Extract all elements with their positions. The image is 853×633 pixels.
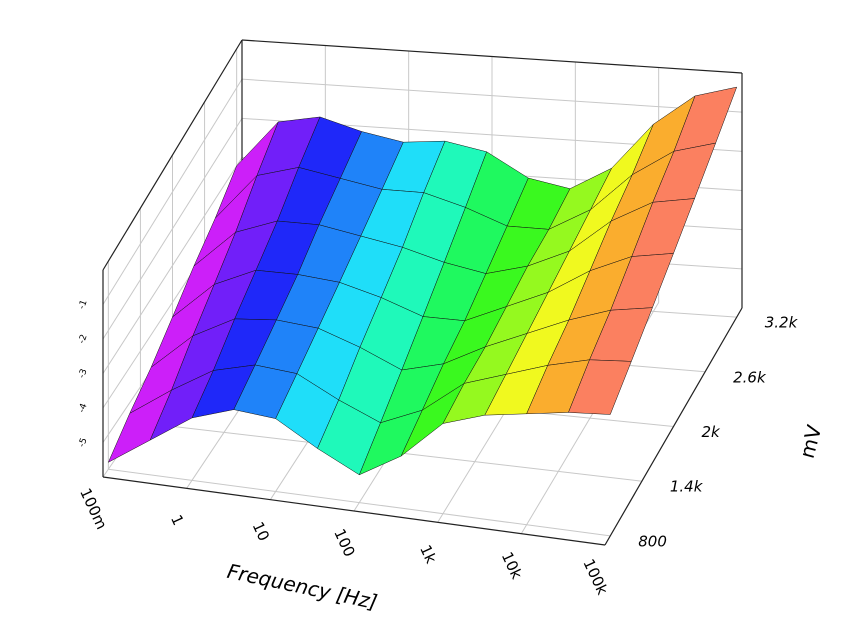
grid-line (108, 468, 611, 537)
x-tick-label: 1 (167, 512, 187, 528)
y-tick-label: 1.4k (670, 478, 704, 496)
axis-edge (604, 307, 743, 546)
grid-line (102, 78, 243, 305)
y-tick-label: 2.6k (733, 368, 767, 386)
grid-line (102, 157, 243, 374)
z-tick-label: -5 (77, 437, 89, 449)
z-tick-label: -2 (77, 333, 89, 345)
y-axis-label: mV (795, 422, 827, 461)
y-tick-label: 3.2k (765, 314, 799, 332)
x-tick-label: 10 (249, 519, 273, 544)
grid-line (241, 78, 743, 113)
z-tick-label: -4 (77, 402, 90, 414)
z-tick-label: -3 (77, 368, 89, 380)
y-tick-label: 2k (702, 423, 722, 441)
grid-line (102, 118, 243, 340)
y-tick-label: 800 (638, 532, 667, 550)
z-tick-label: -1 (77, 299, 89, 311)
axis-edge (102, 476, 606, 546)
axis-edge (102, 39, 243, 271)
x-tick-label: 100m (76, 485, 111, 532)
x-axis-label: Frequency [Hz] (225, 559, 379, 614)
x-tick-label: 1k (416, 542, 440, 566)
x-tick-label: 100k (579, 556, 611, 598)
surface-patch (568, 359, 632, 415)
x-tick-label: 10k (498, 549, 526, 582)
x-tick-label: 100 (330, 526, 358, 560)
axis-edge (241, 39, 743, 74)
